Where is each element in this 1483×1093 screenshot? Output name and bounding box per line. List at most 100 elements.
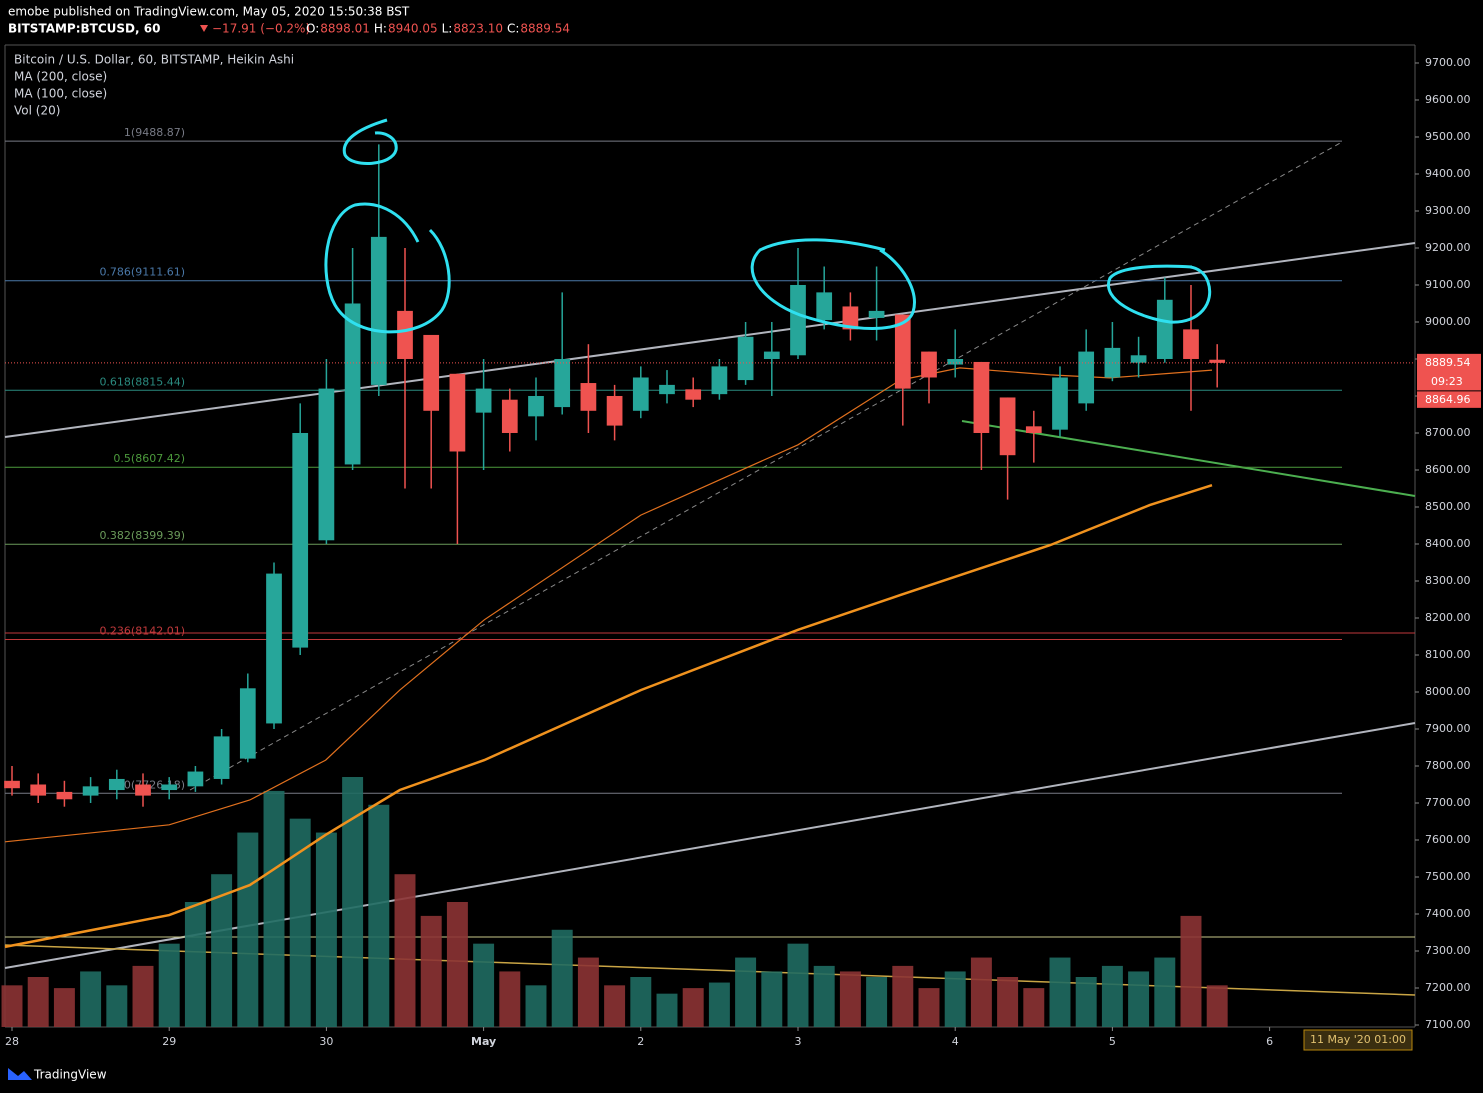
volume-bar bbox=[1023, 988, 1045, 1027]
change: −17.91 (−0.2%) bbox=[212, 22, 310, 36]
candle-body bbox=[161, 784, 178, 791]
volume-bar bbox=[132, 965, 154, 1027]
volume-bar bbox=[473, 943, 495, 1027]
candle-body bbox=[947, 358, 964, 365]
ohlc-label: H: bbox=[374, 22, 387, 36]
y-tick-label: 9200.00 bbox=[1425, 241, 1471, 254]
candle-body bbox=[1078, 351, 1095, 404]
candle-body bbox=[790, 284, 806, 356]
candle-body bbox=[554, 358, 571, 408]
candle-body bbox=[999, 397, 1016, 456]
volume-bar bbox=[577, 957, 599, 1027]
fib-trend bbox=[189, 141, 1343, 791]
volume-bar bbox=[80, 971, 102, 1027]
fib-label: 0.5(8607.42) bbox=[113, 452, 185, 465]
y-tick-label: 7800.00 bbox=[1425, 759, 1471, 772]
volume-bar bbox=[918, 988, 940, 1027]
price-tag-box bbox=[1417, 353, 1481, 408]
volume-bar bbox=[1049, 957, 1071, 1027]
trendline bbox=[961, 420, 1416, 497]
y-tick-label: 8200.00 bbox=[1425, 611, 1471, 624]
candle-body bbox=[1183, 329, 1199, 359]
y-tick-label: 7600.00 bbox=[1425, 833, 1471, 846]
ma-tag: 8864.96 bbox=[1425, 393, 1471, 406]
volume-bar bbox=[158, 943, 180, 1027]
candle-body bbox=[632, 377, 649, 411]
y-tick-label: 7700.00 bbox=[1425, 796, 1471, 809]
candle-body bbox=[737, 336, 754, 381]
volume-bar bbox=[499, 971, 521, 1027]
countdown: 09:23 bbox=[1431, 375, 1463, 388]
y-tick-label: 9400.00 bbox=[1425, 167, 1471, 180]
x-tick-label: 28 bbox=[5, 1035, 19, 1048]
down-arrow bbox=[200, 25, 208, 32]
y-tick-label: 7300.00 bbox=[1425, 944, 1471, 957]
date-tag: 11 May '20 01:00 bbox=[1310, 1033, 1406, 1046]
circle-annotation bbox=[1106, 264, 1212, 324]
y-tick-label: 7100.00 bbox=[1425, 1018, 1471, 1031]
fib-label: 0.786(9111.61) bbox=[99, 266, 185, 279]
volume-bar bbox=[106, 985, 128, 1027]
publisher: emobe published on TradingView.com, May … bbox=[8, 5, 410, 19]
volume-bar bbox=[1101, 965, 1123, 1027]
volume-bar bbox=[420, 915, 442, 1027]
y-tick-label: 9700.00 bbox=[1425, 56, 1471, 69]
candle-body bbox=[528, 395, 544, 417]
candle-body bbox=[82, 786, 99, 796]
candle-body bbox=[292, 432, 309, 648]
volume-bar bbox=[368, 804, 390, 1027]
candle-body bbox=[475, 388, 492, 413]
candle-body bbox=[56, 791, 73, 800]
y-tick-label: 7900.00 bbox=[1425, 722, 1471, 735]
volume-bar bbox=[630, 977, 652, 1027]
x-tick-label: 5 bbox=[1109, 1035, 1116, 1048]
candle-body bbox=[816, 292, 833, 321]
candle-body bbox=[4, 780, 20, 789]
date-tag-box bbox=[1303, 1029, 1413, 1051]
circle-annotation bbox=[324, 202, 451, 334]
volume-bar bbox=[446, 902, 468, 1027]
x-tick-label: May bbox=[471, 1035, 496, 1048]
candle-body bbox=[685, 389, 702, 400]
y-tick-label: 9100.00 bbox=[1425, 278, 1471, 291]
candle-body bbox=[266, 573, 282, 724]
volume-bar bbox=[604, 985, 626, 1027]
candle-body bbox=[921, 351, 937, 378]
candle-body bbox=[659, 384, 675, 395]
y-tick-label: 8500.00 bbox=[1425, 500, 1471, 513]
volume-bar bbox=[944, 971, 966, 1027]
price-tag: 8889.54 bbox=[1425, 356, 1471, 369]
x-tick-label: 2 bbox=[637, 1035, 644, 1048]
candle-body bbox=[1156, 299, 1173, 359]
candle-body bbox=[868, 310, 885, 318]
y-tick-label: 9300.00 bbox=[1425, 204, 1471, 217]
candle-body bbox=[580, 383, 597, 411]
x-tick-label: 30 bbox=[319, 1035, 333, 1048]
candle-body bbox=[1025, 426, 1042, 433]
y-tick-label: 9500.00 bbox=[1425, 130, 1471, 143]
fib-label: 0.382(8399.39) bbox=[99, 529, 185, 542]
candle-body bbox=[30, 784, 47, 796]
volume-bar bbox=[735, 957, 757, 1027]
y-tick-label: 8600.00 bbox=[1425, 463, 1471, 476]
volume-bar bbox=[551, 929, 573, 1027]
volume-bar bbox=[682, 988, 704, 1027]
volume-bar bbox=[656, 993, 678, 1027]
volume-bar bbox=[1, 985, 23, 1027]
y-tick-label: 9000.00 bbox=[1425, 315, 1471, 328]
volume-bar bbox=[866, 977, 888, 1027]
volume-bar bbox=[237, 832, 259, 1027]
candle-body bbox=[344, 303, 361, 465]
brand: TradingView bbox=[33, 1068, 107, 1082]
candle-body bbox=[239, 688, 256, 759]
candle-body bbox=[606, 395, 623, 426]
volume-bar bbox=[1128, 971, 1150, 1027]
volume-bar bbox=[342, 777, 364, 1027]
volume-bar bbox=[1154, 957, 1176, 1027]
tv-logo bbox=[8, 1068, 32, 1080]
candle-body bbox=[973, 361, 990, 433]
candle-body bbox=[187, 771, 204, 787]
ohlc-value: 8889.54 bbox=[520, 22, 570, 36]
volume-bar bbox=[813, 965, 835, 1027]
volume-legend: Vol (20) bbox=[14, 104, 60, 118]
